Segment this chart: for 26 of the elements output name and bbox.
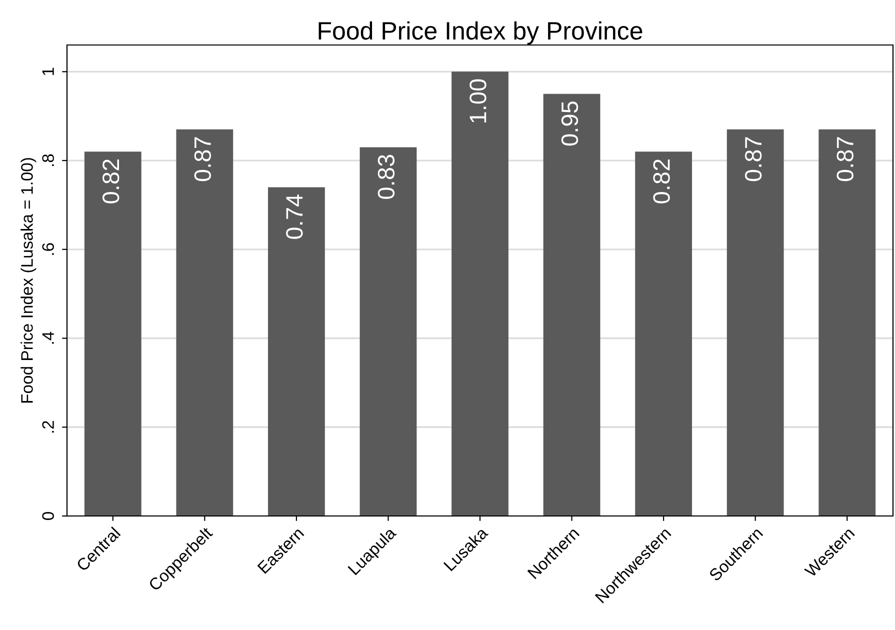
- data-label: 0.87: [194, 137, 212, 182]
- bar: [84, 152, 142, 516]
- y-tick-label: .8: [42, 154, 54, 166]
- chart-title: Food Price Index by Province: [318, 21, 642, 45]
- data-label: 0.83: [378, 154, 395, 199]
- bar: [818, 129, 876, 516]
- bar: [268, 187, 325, 516]
- bar: [452, 72, 508, 516]
- data-label: 0.87: [744, 137, 762, 182]
- y-axis-title: Food Price Index (Lusaka = 1.00): [20, 158, 36, 403]
- data-label: 0.82: [653, 159, 670, 204]
- data-label: 0.74: [286, 194, 303, 239]
- data-label: 1.00: [470, 79, 486, 122]
- data-label: 0.95: [561, 102, 578, 146]
- y-tick-label: .4: [42, 332, 54, 344]
- bar: [635, 152, 692, 516]
- y-tick-label: .6: [42, 243, 54, 255]
- bar: [726, 129, 784, 516]
- y-tick-label: .2: [42, 421, 54, 433]
- data-label: 0.82: [102, 159, 120, 204]
- y-tick-label: 0: [42, 512, 54, 520]
- y-tick-label: 1: [42, 68, 54, 76]
- bar: [543, 94, 600, 516]
- bar: [176, 129, 234, 516]
- bar: [360, 147, 417, 516]
- data-label: 0.87: [836, 137, 854, 182]
